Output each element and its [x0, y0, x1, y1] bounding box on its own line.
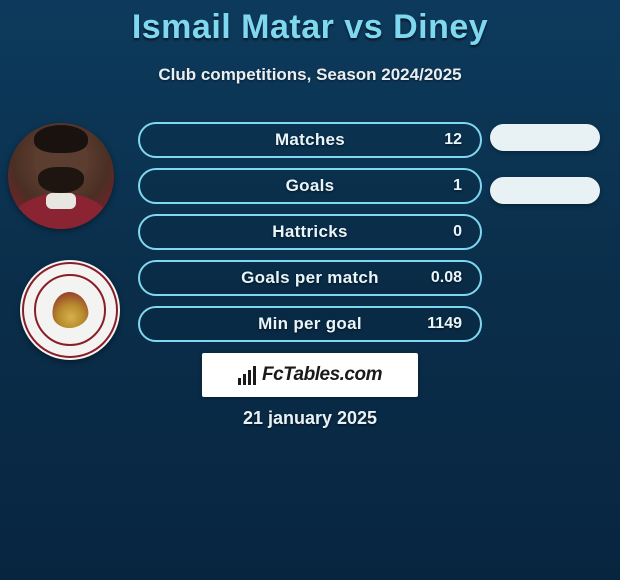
stat-label: Goals: [158, 176, 462, 196]
stat-label: Hattricks: [158, 222, 462, 242]
stat-row-min-per-goal: Min per goal 1149: [138, 306, 482, 342]
player-avatar: [8, 123, 114, 229]
avatar-collar: [46, 193, 76, 209]
opponent-pill-1: [490, 124, 600, 151]
stats-list: Matches 12 Goals 1 Hattricks 0 Goals per…: [138, 122, 482, 352]
stat-value: 0.08: [431, 269, 462, 287]
stat-row-hattricks: Hattricks 0: [138, 214, 482, 250]
snapshot-date: 21 january 2025: [0, 408, 620, 429]
stat-value: 12: [444, 131, 462, 149]
stat-value: 1149: [427, 315, 462, 333]
page-title: Ismail Matar vs Diney: [0, 0, 620, 47]
stat-row-goals: Goals 1: [138, 168, 482, 204]
opponent-pill-2: [490, 177, 600, 204]
branding-text: FcTables.com: [262, 364, 382, 386]
stat-value: 0: [453, 223, 462, 241]
club-badge: [20, 260, 120, 360]
stat-row-goals-per-match: Goals per match 0.08: [138, 260, 482, 296]
branding-badge[interactable]: FcTables.com: [202, 353, 418, 397]
avatar-hair: [34, 125, 88, 153]
avatar-beard: [38, 167, 84, 193]
stat-label: Matches: [158, 130, 462, 150]
page-subtitle: Club competitions, Season 2024/2025: [0, 65, 620, 85]
branding-bars-icon: [238, 365, 256, 385]
stat-row-matches: Matches 12: [138, 122, 482, 158]
stat-label: Goals per match: [158, 268, 462, 288]
stat-label: Min per goal: [158, 314, 462, 334]
stat-value: 1: [453, 177, 462, 195]
